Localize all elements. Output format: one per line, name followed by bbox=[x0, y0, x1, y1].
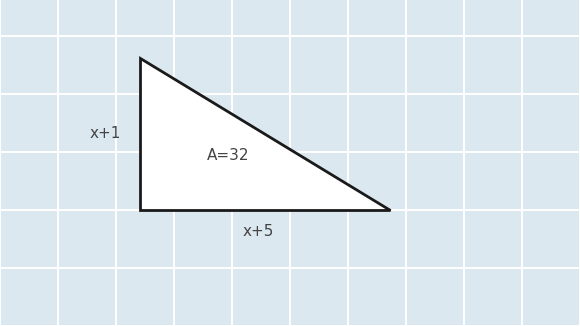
Text: x+1: x+1 bbox=[89, 126, 121, 141]
Text: A=32: A=32 bbox=[206, 149, 249, 164]
Text: x+5: x+5 bbox=[242, 225, 274, 240]
Polygon shape bbox=[140, 58, 390, 210]
